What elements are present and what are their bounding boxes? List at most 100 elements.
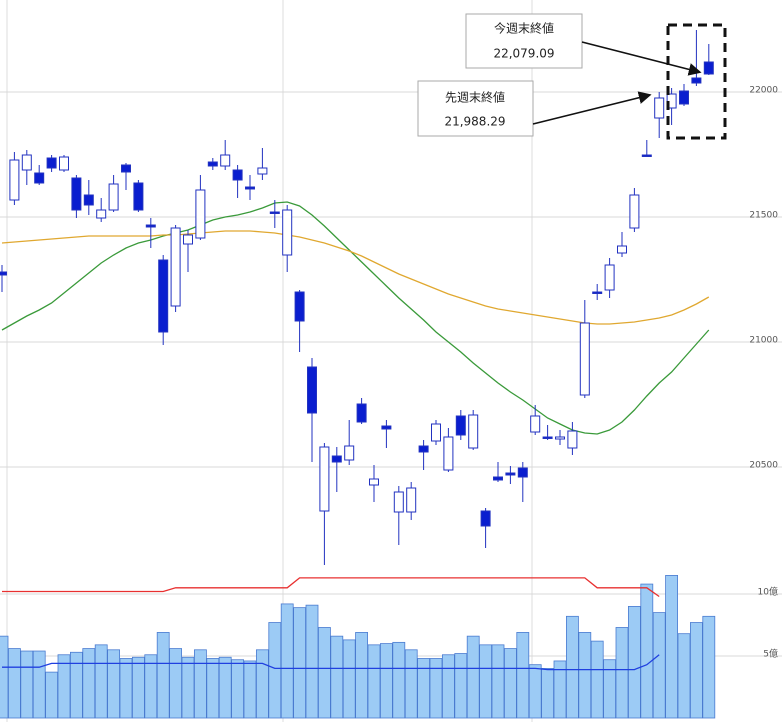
volume-bar bbox=[516, 632, 530, 719]
volume-bar bbox=[491, 644, 505, 719]
volume-average-line bbox=[2, 577, 660, 598]
volume-bar bbox=[330, 635, 344, 719]
candle-body bbox=[282, 209, 293, 256]
volume-bar bbox=[20, 650, 34, 719]
volume-bar bbox=[578, 632, 592, 719]
candle-body bbox=[307, 366, 317, 414]
y-tick-label: 10億 bbox=[758, 586, 778, 598]
candle-body bbox=[567, 430, 578, 449]
volume-bar bbox=[131, 656, 145, 719]
volume-bar bbox=[32, 650, 46, 719]
candle-body bbox=[170, 227, 181, 307]
candle-body bbox=[232, 169, 243, 181]
candle-body bbox=[269, 211, 280, 214]
volume-bar bbox=[156, 632, 170, 719]
y-tick-label: 22000 bbox=[749, 86, 778, 96]
candle-body bbox=[493, 476, 503, 481]
moving-average-line bbox=[1, 230, 710, 325]
candle-body bbox=[331, 455, 342, 463]
candle-body bbox=[579, 322, 590, 396]
candle-body bbox=[9, 159, 20, 201]
volume-bar bbox=[119, 658, 133, 719]
candle-body bbox=[207, 161, 218, 167]
candle-body bbox=[604, 264, 615, 291]
candle-body bbox=[654, 97, 665, 119]
volume-bar bbox=[342, 639, 356, 719]
volume-bar bbox=[417, 658, 431, 719]
candle-body bbox=[257, 167, 268, 175]
callout-arrow bbox=[581, 41, 702, 76]
volume-bar bbox=[702, 615, 716, 719]
candle-body bbox=[133, 182, 144, 211]
candle-body bbox=[505, 472, 516, 476]
candle-body bbox=[294, 291, 305, 322]
candle-body bbox=[679, 90, 689, 105]
callout-label: 先週末終値 bbox=[445, 90, 505, 105]
volume-bar bbox=[404, 649, 418, 719]
candle-body bbox=[468, 414, 479, 449]
candle-body bbox=[356, 403, 367, 423]
y-tick-label: 5億 bbox=[763, 648, 778, 660]
volume-bar bbox=[181, 656, 195, 719]
y-tick-label: 21500 bbox=[749, 211, 778, 221]
volume-bar bbox=[268, 622, 282, 719]
candle-body bbox=[71, 177, 82, 211]
volume-bar bbox=[169, 648, 183, 719]
volume-average-line bbox=[2, 654, 660, 671]
candle-body bbox=[641, 154, 652, 157]
volume-bar bbox=[94, 644, 108, 719]
candle-body bbox=[629, 194, 640, 229]
volume-bar bbox=[590, 640, 604, 719]
candle-body bbox=[319, 446, 330, 512]
moving-average-line bbox=[1, 201, 710, 435]
candle-body bbox=[455, 415, 466, 436]
candle-body bbox=[59, 156, 69, 171]
volume-bar bbox=[640, 583, 654, 719]
volume-bar bbox=[305, 604, 319, 719]
volume-bar bbox=[479, 644, 493, 719]
volume-bar bbox=[541, 668, 554, 719]
y-tick-label: 20500 bbox=[749, 461, 778, 471]
volume-bar bbox=[665, 575, 678, 719]
y-tick-label: 21000 bbox=[749, 336, 778, 346]
volume-bar bbox=[466, 635, 480, 719]
candle-body bbox=[381, 425, 392, 430]
candle-body bbox=[592, 291, 603, 294]
volume-bar bbox=[454, 653, 468, 719]
candle-body bbox=[617, 245, 627, 254]
callout-box bbox=[417, 80, 534, 137]
callout-value: 22,079.09 bbox=[493, 47, 554, 61]
volume-panel bbox=[0, 575, 716, 719]
volume-bar bbox=[7, 648, 21, 719]
volume-bar bbox=[206, 658, 220, 719]
volume-bar bbox=[528, 664, 542, 719]
volume-bar bbox=[193, 649, 207, 719]
volume-bar bbox=[503, 648, 517, 719]
callout-box bbox=[465, 13, 583, 69]
volume-bar bbox=[429, 658, 443, 719]
volume-bar bbox=[652, 612, 666, 719]
volume-bar bbox=[57, 654, 71, 719]
volume-bar bbox=[603, 659, 616, 719]
candle-body bbox=[220, 154, 231, 167]
volume-bar bbox=[690, 622, 703, 719]
volume-bar bbox=[317, 627, 331, 719]
volume-bar bbox=[144, 654, 158, 719]
volume-bar bbox=[280, 603, 294, 719]
candle-body bbox=[83, 194, 94, 206]
volume-bar bbox=[392, 641, 406, 719]
candle-body bbox=[121, 164, 131, 173]
volume-bar bbox=[45, 671, 58, 719]
candle-body bbox=[195, 189, 206, 239]
candle-body bbox=[691, 77, 702, 84]
volume-bar bbox=[441, 654, 455, 719]
candle-body bbox=[34, 172, 45, 184]
candle-body bbox=[245, 186, 255, 190]
volume-bar bbox=[355, 632, 369, 719]
candle-body bbox=[555, 436, 565, 440]
volume-bar bbox=[107, 649, 120, 719]
candle-body bbox=[108, 183, 119, 211]
candle-body bbox=[517, 467, 528, 478]
volume-bar bbox=[218, 656, 232, 719]
